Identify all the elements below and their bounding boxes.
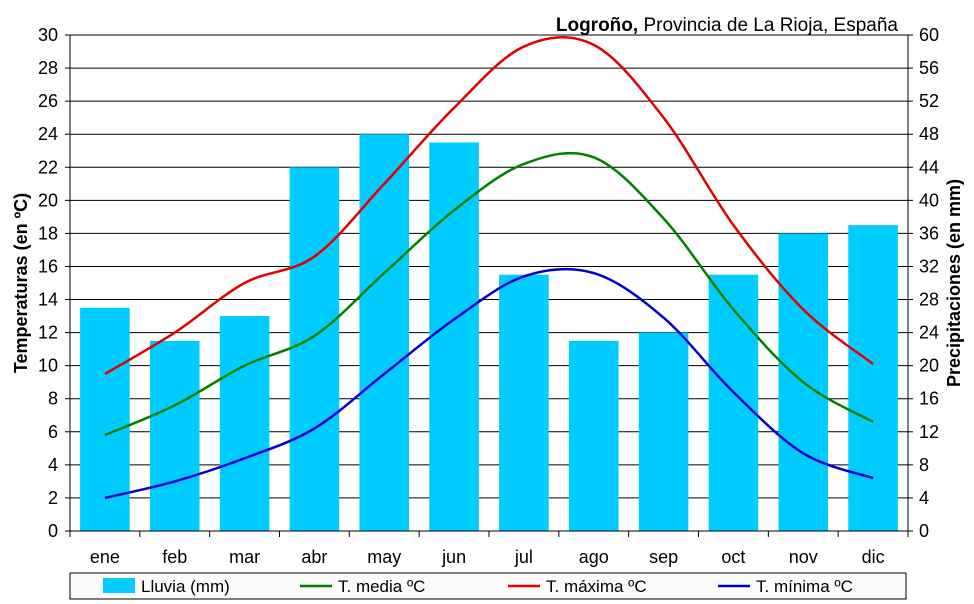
left-tick-label: 8 bbox=[48, 389, 58, 409]
x-tick-label-nov: nov bbox=[789, 547, 818, 567]
x-tick-label-abr: abr bbox=[301, 547, 327, 567]
x-tick-label-sep: sep bbox=[649, 547, 678, 567]
left-tick-label: 24 bbox=[38, 124, 58, 144]
rain-bar-abr bbox=[289, 167, 340, 531]
x-tick-label-oct: oct bbox=[721, 547, 745, 567]
x-tick-label-jul: jul bbox=[514, 547, 533, 567]
right-tick-label: 20 bbox=[919, 356, 939, 376]
rain-bar-jun bbox=[429, 142, 479, 531]
left-tick-label: 6 bbox=[48, 422, 58, 442]
right-tick-label: 40 bbox=[919, 190, 939, 210]
legend: Lluvia (mm) T. media ºC T. máxima ºC T. mín… bbox=[69, 572, 907, 600]
axes bbox=[65, 34, 913, 537]
rain-bar-ago bbox=[568, 340, 619, 531]
x-tick-label-may: may bbox=[367, 547, 401, 567]
right-tick-label: 36 bbox=[919, 223, 939, 243]
rain-bars bbox=[80, 134, 898, 531]
rain-bar-dic bbox=[848, 225, 898, 531]
legend-label: T. media ºC bbox=[338, 577, 425, 596]
right-tick-label: 56 bbox=[919, 58, 939, 78]
mean-temp-line bbox=[104, 151, 874, 437]
left-tick-label: 22 bbox=[38, 157, 58, 177]
left-tick-label: 14 bbox=[38, 290, 58, 310]
rain-bar-may bbox=[359, 134, 410, 531]
x-tick-label-ago: ago bbox=[579, 547, 609, 567]
left-tick-label: 20 bbox=[38, 190, 58, 210]
right-tick-label: 32 bbox=[919, 256, 939, 276]
legend-label: Lluvia (mm) bbox=[141, 577, 230, 596]
left-tick-label: 28 bbox=[38, 58, 58, 78]
right-tick-label: 28 bbox=[919, 290, 939, 310]
temperature-lines bbox=[104, 36, 874, 500]
left-tick-label: 18 bbox=[38, 223, 58, 243]
right-axis-title: Precipitaciones (en mm) bbox=[944, 179, 964, 387]
right-tick-label: 60 bbox=[919, 25, 939, 45]
rain-bar-feb bbox=[149, 340, 200, 531]
rain-bar-mar bbox=[219, 316, 270, 531]
gridlines bbox=[70, 34, 908, 532]
right-tick-label: 4 bbox=[919, 488, 929, 508]
min-temp-line bbox=[104, 267, 874, 500]
left-tick-label: 10 bbox=[38, 356, 58, 376]
right-tick-label: 52 bbox=[919, 91, 939, 111]
right-tick-label: 8 bbox=[919, 455, 929, 475]
x-tick-label-dic: dic bbox=[862, 547, 885, 567]
left-tick-label: 30 bbox=[38, 25, 58, 45]
legend-label: T. máxima ºC bbox=[546, 577, 647, 596]
chart-title: Logroño, Provincia de La Rioja, España bbox=[556, 15, 899, 36]
right-tick-label: 24 bbox=[919, 323, 939, 343]
max-temp-line bbox=[104, 36, 874, 376]
right-tick-label: 48 bbox=[919, 124, 939, 144]
x-tick-label-mar: mar bbox=[229, 547, 260, 567]
x-tick-label-feb: feb bbox=[162, 547, 187, 567]
left-tick-label: 16 bbox=[38, 256, 58, 276]
rain-bar-jul bbox=[499, 274, 549, 531]
chart-title-place: Logroño, bbox=[556, 15, 638, 36]
legend-box bbox=[69, 572, 907, 600]
legend-label: T. mínima ºC bbox=[756, 577, 853, 596]
left-tick-label: 4 bbox=[48, 455, 58, 475]
right-tick-label: 12 bbox=[919, 422, 939, 442]
rain-bar-oct bbox=[708, 274, 759, 531]
legend-swatch-rain bbox=[103, 578, 135, 593]
chart-title-region: Provincia de La Rioja, España bbox=[638, 15, 898, 36]
left-axis-title: Temperaturas (en ºC) bbox=[11, 193, 31, 373]
x-axis-ticks: ene feb mar abr may jun jul ago sep oct nov dic bbox=[90, 547, 885, 567]
right-tick-label: 44 bbox=[919, 157, 939, 177]
left-tick-label: 12 bbox=[38, 323, 58, 343]
right-tick-label: 0 bbox=[919, 521, 929, 541]
x-tick-label-ene: ene bbox=[90, 547, 120, 567]
left-tick-label: 2 bbox=[48, 488, 58, 508]
right-tick-label: 16 bbox=[919, 389, 939, 409]
left-tick-label: 0 bbox=[48, 521, 58, 541]
rain-bar-sep bbox=[638, 332, 689, 531]
x-tick-label-jun: jun bbox=[441, 547, 466, 567]
left-tick-label: 26 bbox=[38, 91, 58, 111]
